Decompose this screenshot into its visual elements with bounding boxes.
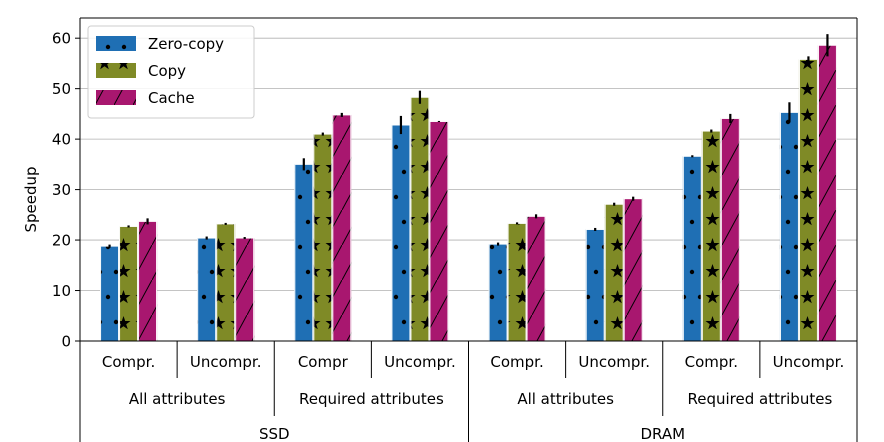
legend-swatch-hatch (96, 90, 136, 105)
y-axis-title: Speedup (22, 166, 40, 232)
bar-hatch (235, 238, 255, 341)
y-tick-label: 0 (61, 333, 71, 351)
category-label: Uncompr. (384, 353, 456, 371)
bar-hatch (701, 131, 721, 341)
bar-hatch (488, 244, 508, 341)
legend-label: Cache (148, 89, 195, 107)
y-tick-label: 20 (52, 232, 71, 250)
y-tick-label: 60 (52, 30, 71, 48)
category-label: Compr. (102, 353, 155, 371)
bar-hatch (798, 59, 818, 342)
category-label: Compr. (685, 353, 738, 371)
y-tick-label: 40 (52, 131, 71, 149)
bar-hatch (410, 97, 430, 342)
bar-hatch (197, 238, 217, 341)
bar-hatch (138, 221, 158, 341)
category-label: Compr (298, 353, 349, 371)
bar-hatch (585, 229, 605, 341)
bar-hatch (119, 226, 139, 341)
legend-swatch-hatch (96, 63, 136, 78)
bar-hatch (720, 118, 740, 341)
bar-hatch (313, 134, 333, 341)
bar-hatch (429, 121, 449, 341)
bar-hatch (216, 223, 236, 341)
y-tick-label: 50 (52, 80, 71, 98)
storage-group-label: DRAM (640, 425, 685, 442)
attribute-group-label: Required attributes (299, 390, 444, 408)
bar-hatch (332, 114, 352, 342)
bar-hatch (391, 124, 411, 342)
bar-hatch (817, 45, 837, 342)
bar-hatch (779, 112, 799, 342)
legend-label: Zero-copy (148, 35, 224, 53)
category-label: Compr. (490, 353, 543, 371)
legend: Zero-copy Copy Cache (87, 25, 255, 119)
category-label: Uncompr. (773, 353, 845, 371)
bar-hatch (623, 198, 643, 341)
category-label: Uncompr. (190, 353, 262, 371)
y-tick-label: 10 (52, 282, 71, 300)
bar-hatch (100, 246, 120, 341)
bar-hatch (294, 164, 314, 341)
y-tick-label: 30 (52, 181, 71, 199)
bar-hatch (526, 216, 546, 341)
attribute-group-label: All attributes (517, 390, 614, 408)
legend-swatch-hatch (96, 36, 136, 51)
bars (100, 34, 837, 342)
attribute-group-label: All attributes (129, 390, 226, 408)
category-label: Uncompr. (578, 353, 650, 371)
axes: 0 10 20 30 40 50 60 Speedup Compr. Uncompr. Compr U… (22, 17, 858, 442)
bar-hatch (507, 223, 527, 341)
attribute-group-label: Required attributes (687, 390, 832, 408)
bar-hatch (604, 204, 624, 341)
storage-group-label: SSD (259, 425, 290, 442)
legend-label: Copy (148, 62, 186, 80)
bar-hatch (682, 156, 702, 341)
